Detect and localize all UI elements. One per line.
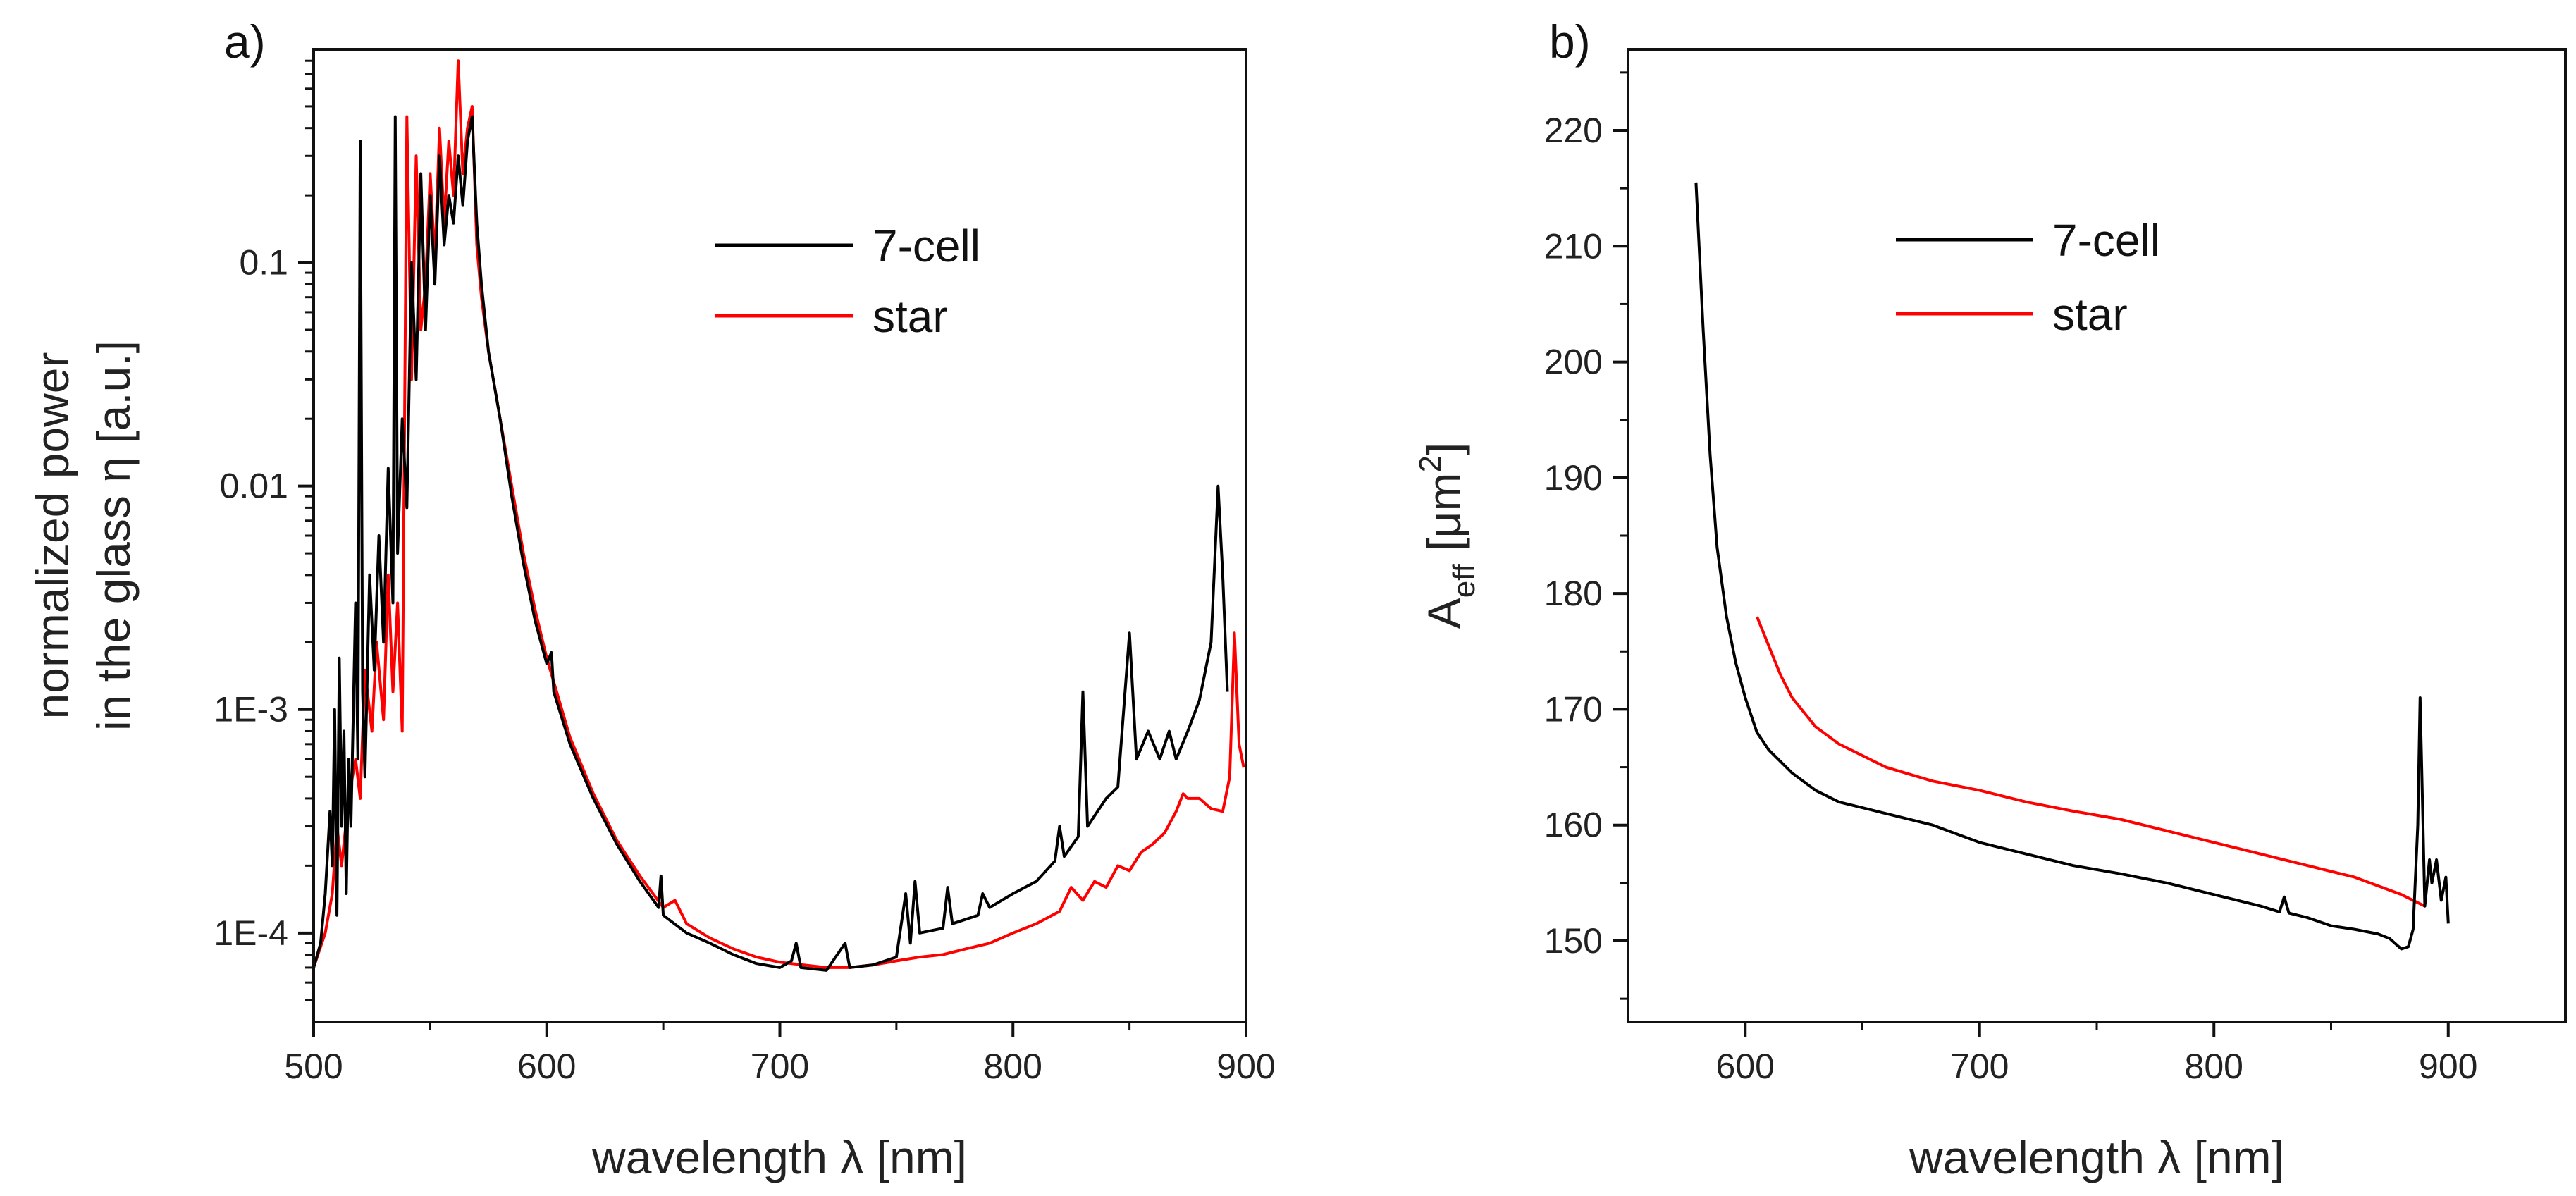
- panel-b-x-axis-title: wavelength λ [nm]: [1909, 1131, 2284, 1183]
- panel-a-series-7-cell: [312, 115, 1229, 972]
- panel-a-x-axis-title: wavelength λ [nm]: [591, 1131, 967, 1183]
- panel-b-label: b): [1549, 16, 1591, 68]
- panel-b-legend-label-star: star: [2052, 289, 2128, 340]
- panel-b-y-tick-label: 210: [1544, 226, 1603, 266]
- panel-b-y-tick-label: 220: [1544, 111, 1603, 150]
- panel-a-x-tick-label: 800: [984, 1047, 1042, 1086]
- panel-a-label: a): [224, 16, 266, 68]
- panel-b-x-tick-label: 800: [2185, 1047, 2243, 1086]
- panel-a-series-star: [312, 59, 1245, 969]
- panel-b-x-tick-label: 700: [1950, 1047, 2009, 1086]
- panel-a-y-tick-label: 0.01: [220, 467, 288, 506]
- panel-a-legend-label-star: star: [873, 291, 948, 342]
- panel-a-y-tick-label: 1E-4: [214, 913, 288, 953]
- panel-b: b) 600 700 800 900 150 160 170 180 190 200 210 220…: [1413, 16, 2567, 1183]
- panel-a-x-ticks: 500 600 700 800 900: [284, 1022, 1276, 1086]
- panel-b-y-axis-title-close: ]: [1418, 443, 1470, 455]
- panel-a-legend: 7-cell star: [715, 221, 980, 342]
- panel-a-x-tick-label: 700: [751, 1047, 809, 1086]
- panel-b-y-tick-label: 190: [1544, 458, 1603, 498]
- panel-a: a) 500 600 700 800 900 1E-4 1E-3 0.01 0.1 norma…: [26, 16, 1276, 1183]
- panel-a-x-tick-label: 600: [517, 1047, 576, 1086]
- panel-b-legend-label-7-cell: 7-cell: [2052, 215, 2160, 266]
- panel-a-legend-label-7-cell: 7-cell: [873, 221, 980, 271]
- panel-b-y-tick-label: 150: [1544, 921, 1603, 961]
- panel-a-y-axis-title-line-2: in the glass η [a.u.]: [87, 340, 140, 731]
- panel-b-x-ticks: 600 700 800 900: [1716, 1022, 2477, 1086]
- panel-b-y-axis-title-unit: [μm: [1418, 472, 1470, 564]
- panel-b-plot-area: [1694, 182, 2450, 951]
- panel-b-y-axis-title-superscript: 2: [1413, 455, 1448, 472]
- panel-b-y-axis-title-base: A: [1418, 598, 1470, 629]
- panel-b-y-axis-title: Aeff [μm2]: [1413, 443, 1481, 629]
- panel-b-x-tick-label: 600: [1716, 1047, 1775, 1086]
- panel-b-legend: 7-cell star: [1896, 215, 2160, 340]
- panel-a-y-tick-label: 0.1: [239, 243, 288, 283]
- panel-b-y-tick-label: 160: [1544, 806, 1603, 845]
- panel-b-y-tick-label: 200: [1544, 343, 1603, 382]
- panel-a-x-tick-label: 900: [1216, 1047, 1275, 1086]
- panel-b-y-tick-label: 170: [1544, 689, 1603, 729]
- panel-b-series-7-cell: [1694, 182, 2450, 951]
- panel-b-series-star: [1756, 616, 2426, 908]
- panel-a-y-axis-title-line-1: normalized power: [26, 352, 78, 720]
- panel-b-y-axis-title-subscript: eff: [1447, 563, 1481, 598]
- panel-b-x-tick-label: 900: [2419, 1047, 2477, 1086]
- panel-a-x-tick-label: 500: [284, 1047, 343, 1086]
- panel-a-plot-area: [312, 59, 1245, 972]
- panel-a-y-tick-label: 1E-3: [214, 690, 288, 729]
- panel-b-y-ticks: 150 160 170 180 190 200 210 220: [1544, 71, 1628, 1000]
- panel-b-y-tick-label: 180: [1544, 574, 1603, 613]
- panel-a-y-ticks: 1E-4 1E-3 0.01 0.1: [214, 59, 314, 1001]
